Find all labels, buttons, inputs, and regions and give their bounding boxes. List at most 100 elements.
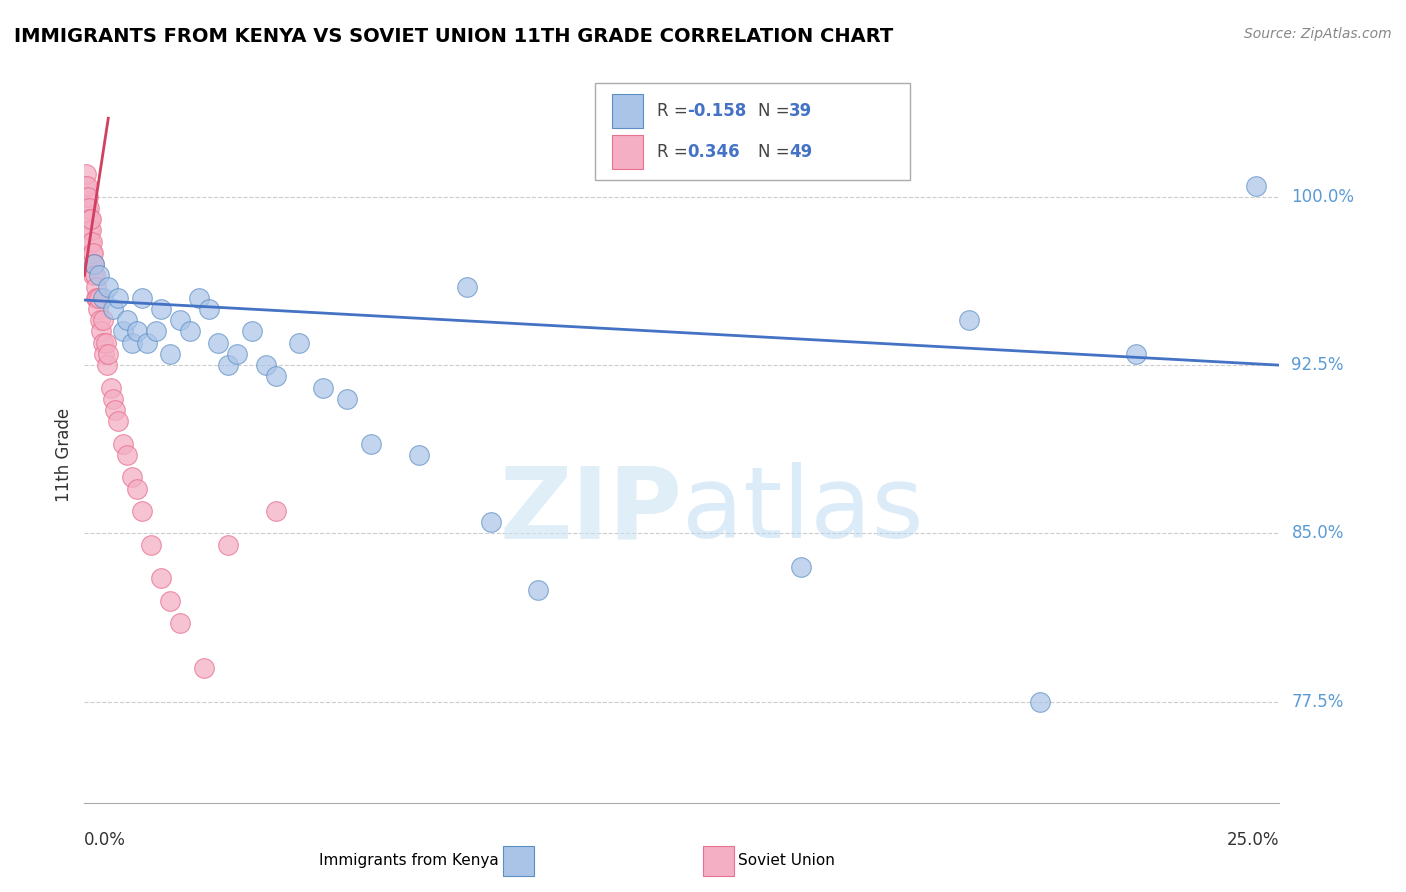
- Point: [76, 178, 98, 193]
- Text: 77.5%: 77.5%: [1291, 693, 1344, 711]
- Point: [107, 414, 129, 428]
- Point: [84, 279, 107, 293]
- Point: [80, 212, 103, 227]
- Point: [91, 313, 114, 327]
- Point: [135, 335, 157, 350]
- Point: [97, 347, 120, 361]
- Point: [169, 616, 191, 631]
- Point: [100, 381, 122, 395]
- Point: [527, 582, 550, 597]
- Point: [217, 358, 239, 372]
- Text: N =: N =: [758, 102, 794, 120]
- Point: [79, 212, 101, 227]
- Text: 39: 39: [789, 102, 813, 120]
- Point: [312, 381, 335, 395]
- Point: [217, 538, 239, 552]
- Text: ZIP: ZIP: [499, 462, 682, 559]
- Text: 0.346: 0.346: [688, 144, 740, 161]
- Point: [75, 190, 97, 204]
- Point: [145, 325, 167, 339]
- Point: [159, 594, 181, 608]
- Point: [121, 335, 143, 350]
- Text: Immigrants from Kenya: Immigrants from Kenya: [319, 854, 499, 868]
- Point: [264, 504, 287, 518]
- Point: [87, 291, 110, 305]
- Y-axis label: 11th Grade: 11th Grade: [55, 408, 73, 502]
- Point: [80, 246, 103, 260]
- Text: -0.158: -0.158: [688, 102, 747, 120]
- Text: 49: 49: [789, 144, 813, 161]
- Point: [101, 392, 124, 406]
- Point: [80, 235, 103, 249]
- Point: [957, 313, 980, 327]
- Text: 85.0%: 85.0%: [1291, 524, 1344, 542]
- Point: [360, 436, 382, 450]
- Point: [141, 538, 163, 552]
- Text: atlas: atlas: [682, 462, 924, 559]
- Point: [288, 335, 311, 350]
- Point: [79, 235, 101, 249]
- Point: [77, 190, 100, 204]
- Point: [104, 403, 127, 417]
- Point: [264, 369, 287, 384]
- Point: [1125, 347, 1147, 361]
- Point: [336, 392, 359, 406]
- Point: [89, 313, 111, 327]
- Point: [226, 347, 249, 361]
- Point: [93, 291, 115, 305]
- Point: [96, 358, 118, 372]
- Point: [90, 325, 112, 339]
- Text: IMMIGRANTS FROM KENYA VS SOVIET UNION 11TH GRADE CORRELATION CHART: IMMIGRANTS FROM KENYA VS SOVIET UNION 11…: [14, 27, 893, 45]
- Point: [83, 268, 105, 283]
- Point: [240, 325, 263, 339]
- Point: [149, 301, 172, 316]
- Point: [93, 335, 115, 350]
- Point: [193, 661, 215, 675]
- Point: [87, 301, 110, 316]
- Point: [82, 246, 104, 260]
- Point: [76, 201, 98, 215]
- Point: [84, 291, 107, 305]
- Point: [83, 257, 105, 271]
- Point: [790, 560, 813, 574]
- Point: [1029, 695, 1052, 709]
- Point: [75, 178, 97, 193]
- Point: [121, 470, 143, 484]
- Text: 92.5%: 92.5%: [1291, 356, 1344, 374]
- Point: [456, 279, 478, 293]
- Point: [117, 313, 139, 327]
- Point: [207, 335, 229, 350]
- Point: [111, 436, 134, 450]
- Point: [169, 313, 191, 327]
- Point: [82, 257, 104, 271]
- Point: [101, 301, 124, 316]
- Point: [87, 268, 110, 283]
- Text: 25.0%: 25.0%: [1227, 830, 1279, 848]
- Text: Soviet Union: Soviet Union: [738, 854, 835, 868]
- Point: [86, 291, 108, 305]
- Point: [159, 347, 181, 361]
- Text: Source: ZipAtlas.com: Source: ZipAtlas.com: [1244, 27, 1392, 41]
- Point: [179, 325, 201, 339]
- Point: [76, 212, 98, 227]
- Text: 0.0%: 0.0%: [84, 830, 127, 848]
- Point: [97, 279, 120, 293]
- Point: [75, 167, 97, 181]
- Text: R =: R =: [657, 144, 693, 161]
- Point: [79, 223, 101, 237]
- Point: [254, 358, 277, 372]
- Text: N =: N =: [758, 144, 794, 161]
- Point: [149, 571, 172, 585]
- Point: [117, 448, 139, 462]
- Point: [77, 223, 100, 237]
- Point: [408, 448, 430, 462]
- Point: [479, 515, 502, 529]
- Point: [125, 325, 148, 339]
- Point: [188, 291, 211, 305]
- Point: [83, 257, 105, 271]
- Point: [1244, 178, 1267, 193]
- Point: [77, 201, 100, 215]
- Point: [93, 347, 115, 361]
- Point: [131, 504, 153, 518]
- Point: [107, 291, 129, 305]
